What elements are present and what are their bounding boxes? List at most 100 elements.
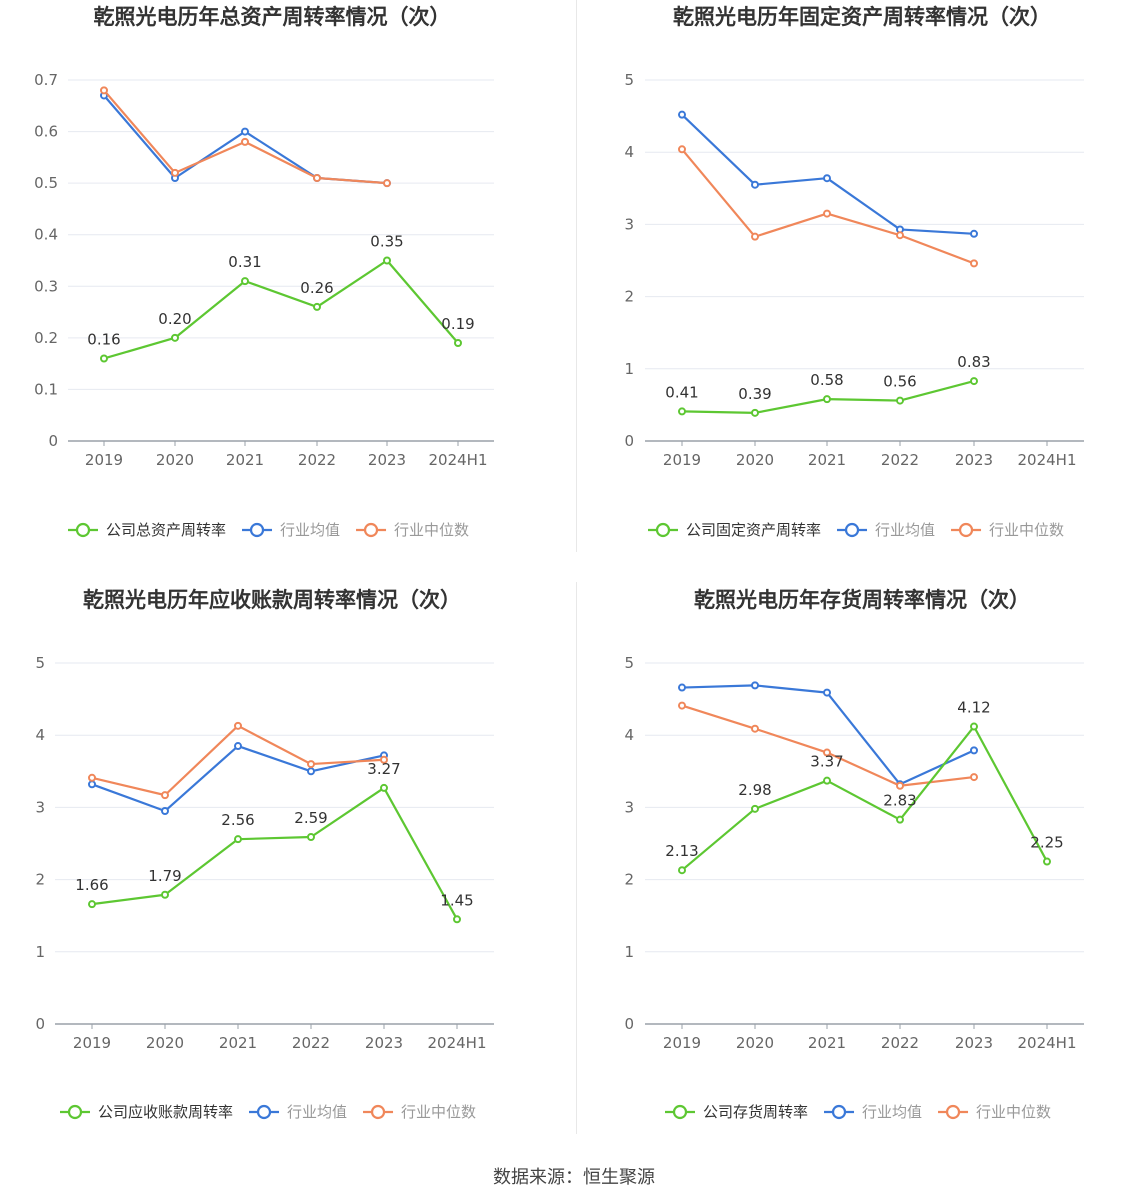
data-point-industry-avg bbox=[823, 174, 831, 183]
data-label: 0.56 bbox=[883, 373, 916, 391]
chart-title: 乾照光电历年应收账款周转率情况（次） bbox=[83, 588, 461, 612]
chart-4: 乾照光电历年存货周转率情况（次） 0 1 2 3 4 5 2019 2020 2021 2022 20… bbox=[624, 588, 1084, 1121]
data-label: 0.20 bbox=[158, 310, 191, 328]
legend-marker-icon bbox=[945, 1104, 961, 1120]
data-point-company bbox=[453, 915, 461, 924]
data-label: 3.37 bbox=[810, 753, 843, 771]
data-label: 0.35 bbox=[370, 233, 403, 251]
legend-marker-icon bbox=[256, 1104, 272, 1120]
legend-marker-icon bbox=[249, 522, 265, 538]
data-point-industry-median bbox=[678, 145, 686, 154]
data-point-company bbox=[823, 395, 831, 404]
legend-label: 公司应收账款周转率 bbox=[98, 1103, 233, 1121]
y-tick-label: 0.6 bbox=[34, 123, 58, 141]
data-point-industry-median bbox=[241, 137, 249, 146]
data-point-industry-avg bbox=[88, 780, 96, 789]
data-label: 1.45 bbox=[440, 891, 473, 909]
x-tick-label: 2021 bbox=[219, 1034, 257, 1052]
y-tick-label: 0 bbox=[624, 1015, 634, 1033]
data-point-industry-avg bbox=[751, 180, 759, 189]
legend-item-industry-median: 行业中位数 bbox=[363, 1103, 476, 1121]
legend-item-industry-median: 行业中位数 bbox=[938, 1103, 1051, 1121]
data-point-company bbox=[307, 833, 315, 842]
legend-marker-icon bbox=[67, 1104, 83, 1120]
data-point-industry-avg bbox=[234, 742, 242, 751]
x-tick-label: 2023 bbox=[955, 451, 993, 469]
legend-item-company: 公司存货周转率 bbox=[665, 1103, 808, 1121]
chart-2: 乾照光电历年固定资产周转率情况（次） 0 1 2 3 4 5 2019 2020 2021 2022… bbox=[624, 5, 1084, 539]
y-tick-label: 4 bbox=[35, 726, 45, 744]
x-tick-label: 2019 bbox=[73, 1034, 111, 1052]
x-tick-label: 2019 bbox=[663, 1034, 701, 1052]
legend-item-industry-median: 行业中位数 bbox=[951, 521, 1064, 539]
y-tick-label: 3 bbox=[624, 215, 634, 233]
x-tick-label: 2024H1 bbox=[1018, 451, 1077, 469]
x-tick-label: 2024H1 bbox=[1018, 1034, 1077, 1052]
data-label: 2.59 bbox=[294, 809, 327, 827]
legend-label: 行业中位数 bbox=[401, 1103, 476, 1121]
y-tick-label: 0.1 bbox=[34, 380, 58, 398]
legend-marker-icon bbox=[831, 1104, 847, 1120]
y-tick-label: 4 bbox=[624, 726, 634, 744]
y-tick-label: 1 bbox=[35, 943, 45, 961]
data-point-company bbox=[234, 835, 242, 844]
data-point-company bbox=[161, 890, 169, 899]
data-point-company bbox=[751, 804, 759, 813]
x-tick-label: 2023 bbox=[368, 451, 406, 469]
legend-label: 行业中位数 bbox=[989, 521, 1064, 539]
data-point-industry-avg bbox=[823, 688, 831, 697]
vertical-divider-bottom bbox=[576, 582, 577, 1134]
data-label: 0.31 bbox=[228, 253, 261, 271]
y-tick-label: 0.3 bbox=[34, 277, 58, 295]
x-tick-label: 2024H1 bbox=[429, 451, 488, 469]
data-point-company bbox=[313, 302, 321, 311]
data-point-company bbox=[1043, 857, 1051, 866]
data-point-industry-avg bbox=[241, 127, 249, 136]
data-point-industry-median bbox=[234, 721, 242, 730]
data-point-industry-median bbox=[171, 168, 179, 177]
data-point-industry-median bbox=[823, 748, 831, 757]
legend-label: 行业均值 bbox=[862, 1103, 922, 1121]
data-point-industry-avg bbox=[678, 683, 686, 692]
legend-item-industry-avg: 行业均值 bbox=[824, 1103, 922, 1121]
data-point-company bbox=[896, 815, 904, 824]
data-point-company bbox=[454, 339, 462, 348]
series-line-company bbox=[91, 786, 458, 920]
legend-label: 行业均值 bbox=[875, 521, 935, 539]
legend-marker-icon bbox=[958, 522, 974, 538]
data-point-industry-median bbox=[88, 773, 96, 782]
data-label: 0.16 bbox=[87, 330, 120, 348]
legend-item-industry-median: 行业中位数 bbox=[356, 521, 469, 539]
x-tick-label: 2019 bbox=[663, 451, 701, 469]
data-point-company bbox=[970, 722, 978, 731]
data-point-company bbox=[383, 256, 391, 265]
y-tick-label: 0.4 bbox=[34, 226, 58, 244]
legend-item-company: 公司总资产周转率 bbox=[68, 521, 226, 539]
y-tick-label: 5 bbox=[624, 654, 634, 672]
data-point-company bbox=[678, 866, 686, 875]
y-tick-label: 1 bbox=[624, 360, 634, 378]
y-tick-label: 1 bbox=[624, 943, 634, 961]
legend-marker-icon bbox=[672, 1104, 688, 1120]
data-point-industry-avg bbox=[970, 229, 978, 238]
data-label: 2.83 bbox=[883, 792, 916, 810]
legend-marker-icon bbox=[363, 522, 379, 538]
legend-marker-icon bbox=[75, 522, 91, 538]
series-line-industry-median bbox=[91, 724, 385, 797]
data-label: 2.56 bbox=[221, 811, 254, 829]
data-point-industry-median bbox=[970, 773, 978, 782]
data-label: 0.41 bbox=[665, 383, 698, 401]
data-point-company bbox=[751, 408, 759, 417]
data-label: 0.39 bbox=[738, 385, 771, 403]
legend-label: 行业均值 bbox=[280, 521, 340, 539]
data-point-company bbox=[88, 900, 96, 909]
data-point-industry-median bbox=[970, 259, 978, 268]
data-point-company bbox=[970, 377, 978, 386]
data-label: 1.79 bbox=[148, 867, 181, 885]
data-point-industry-median bbox=[751, 232, 759, 241]
legend-label: 行业均值 bbox=[287, 1103, 347, 1121]
data-point-industry-avg bbox=[161, 807, 169, 816]
data-label: 0.26 bbox=[300, 279, 333, 297]
y-tick-label: 0 bbox=[35, 1015, 45, 1033]
